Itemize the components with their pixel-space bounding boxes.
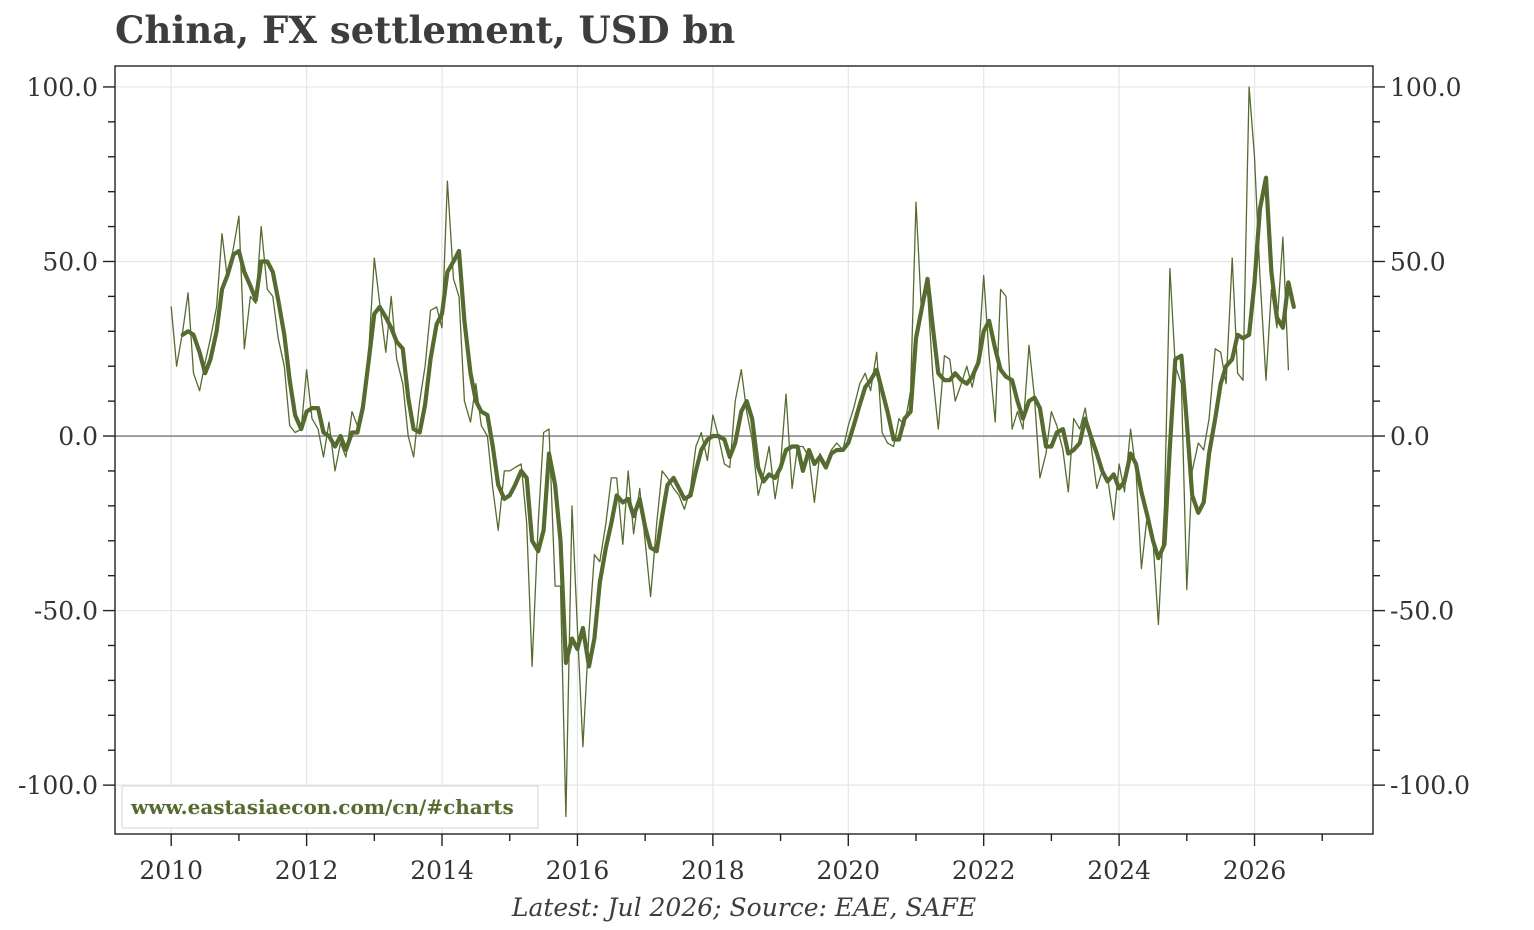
x-tick-label-2020: 2020: [816, 856, 880, 885]
y-tick-label-left--100.0: -100.0: [18, 771, 98, 800]
x-tick-label-2016: 2016: [546, 856, 610, 885]
series-lines: [170, 86, 1296, 818]
y-tick-label-left-50.0: 50.0: [42, 247, 98, 276]
source-footnote: Latest: Jul 2026; Source: EAE, SAFE: [511, 893, 977, 922]
y-tick-label-right--100.0: -100.0: [1390, 771, 1470, 800]
y-axis-right: -100.0 -50.0 0.0 50.0 100.0: [1373, 73, 1470, 800]
watermark-text: www.eastasiaecon.com/cn/#charts: [130, 795, 514, 819]
watermark: www.eastasiaecon.com/cn/#charts: [121, 785, 539, 829]
y-tick-label-left-0.0: 0.0: [58, 422, 98, 451]
plot-frame: [114, 65, 1374, 835]
y-tick-label-right-0.0: 0.0: [1390, 422, 1430, 451]
x-tick-label-2014: 2014: [410, 856, 474, 885]
y-tick-label-left--50.0: -50.0: [34, 597, 98, 626]
x-tick-label-2018: 2018: [681, 856, 745, 885]
y-tick-label-left-100.0: 100.0: [26, 73, 98, 102]
series-line-thick: [180, 175, 1296, 669]
y-tick-label-right-50.0: 50.0: [1390, 247, 1446, 276]
x-tick-label-2010: 2010: [139, 856, 203, 885]
x-tick-label-2026: 2026: [1223, 856, 1287, 885]
x-tick-label-2024: 2024: [1087, 856, 1151, 885]
x-axis: 2010 2012 2014 2016 2018 2020 2022 2024 2026: [139, 834, 1323, 885]
y-tick-label-right--50.0: -50.0: [1390, 597, 1454, 626]
chart-title: China, FX settlement, USD bn: [115, 8, 736, 52]
y-axis-left: -100.0 -50.0 0.0 50.0 100.0: [18, 73, 115, 800]
x-tick-label-2022: 2022: [952, 856, 1016, 885]
gridlines: [115, 66, 1373, 834]
y-tick-label-right-100.0: 100.0: [1390, 73, 1462, 102]
x-tick-label-2012: 2012: [275, 856, 339, 885]
